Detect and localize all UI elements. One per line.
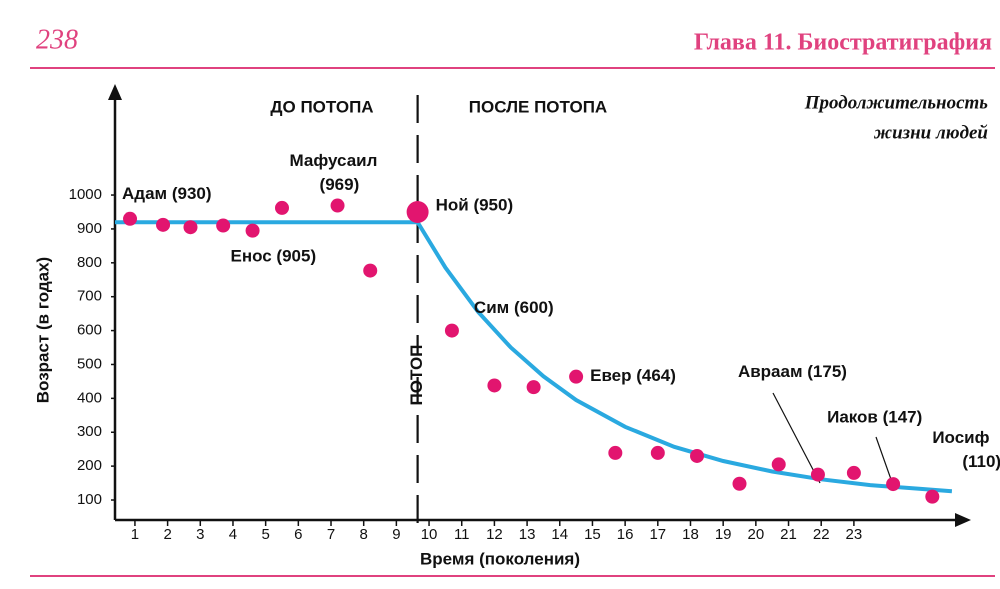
chapter-title: Глава 11. Биостратиграфия — [694, 30, 992, 56]
point — [363, 263, 378, 278]
point-label: (110) — [962, 452, 1000, 471]
point — [444, 323, 459, 338]
point — [650, 445, 665, 460]
point — [216, 218, 231, 233]
point — [156, 217, 171, 232]
x-tick-label: 6 — [294, 526, 302, 543]
y-tick-label: 400 — [77, 389, 102, 406]
pointer — [875, 436, 894, 486]
page-number: 238 — [36, 24, 78, 55]
flood-label-bg — [405, 355, 430, 377]
point-label: Мафусаил — [290, 151, 378, 170]
x-tick-label: 4 — [229, 526, 237, 543]
y-tick-label: 900 — [77, 220, 102, 237]
x-tick-label: 12 — [486, 526, 503, 543]
x-tick-label: 3 — [196, 526, 204, 543]
annotation: ПОТОП — [407, 345, 426, 406]
x-tick-label: 17 — [649, 526, 666, 543]
x-tick-label: 11 — [454, 526, 470, 543]
y-tick-label: 600 — [77, 322, 102, 339]
point-label: (969) — [320, 175, 360, 194]
point — [183, 220, 198, 235]
fit-curve — [115, 220, 953, 494]
point — [245, 223, 260, 238]
point — [925, 489, 940, 504]
x-tick-label: 23 — [846, 526, 863, 543]
x-tick-label: 8 — [360, 526, 368, 543]
point — [690, 448, 705, 463]
x-tick-label: 20 — [748, 526, 765, 543]
y-tick-label: 1000 — [69, 186, 102, 203]
y-tick-label: 700 — [77, 288, 102, 305]
x-tick-label: 10 — [421, 526, 438, 543]
x-tick-label: 15 — [584, 526, 601, 543]
point — [526, 380, 541, 395]
point-label: Иосиф — [932, 428, 989, 447]
point — [274, 200, 289, 215]
x-axis-label: Время (поколения) — [420, 549, 580, 568]
point-label: Евер (464) — [590, 366, 676, 385]
chart-title: Продолжительность — [804, 92, 989, 113]
x-arrow — [955, 513, 971, 527]
point — [771, 457, 786, 472]
x-tick-label: 14 — [551, 526, 568, 543]
annotation: ДО ПОТОПА — [270, 97, 373, 116]
point-label: Авраам (175) — [738, 362, 847, 381]
y-axis-label: Возраст (в годах) — [33, 257, 52, 403]
y-arrow — [108, 84, 122, 100]
point-label: Енос (905) — [230, 247, 316, 266]
x-tick-label: 2 — [163, 526, 171, 543]
x-tick-label: 9 — [392, 526, 400, 543]
x-tick-label: 1 — [131, 526, 139, 543]
x-tick-label: 5 — [261, 526, 269, 543]
annotation: ПОСЛЕ ПОТОПА — [469, 97, 607, 116]
y-tick-label: 300 — [77, 423, 102, 440]
chart-title: жизни людей — [873, 122, 988, 143]
point — [123, 211, 138, 226]
y-tick-label: 800 — [77, 254, 102, 271]
point-label: Адам (930) — [122, 184, 212, 203]
x-tick-label: 7 — [327, 526, 335, 543]
x-tick-label: 18 — [682, 526, 699, 543]
x-tick-label: 19 — [715, 526, 732, 543]
y-tick-label: 500 — [77, 355, 102, 372]
x-tick-label: 22 — [813, 526, 830, 543]
point — [886, 477, 901, 492]
point-label: Иаков (147) — [827, 408, 922, 427]
point — [487, 378, 502, 393]
y-tick-label: 100 — [77, 491, 102, 508]
point — [406, 200, 429, 223]
x-tick-label: 13 — [519, 526, 536, 543]
point — [732, 476, 747, 491]
point — [810, 467, 825, 482]
point — [846, 465, 861, 480]
point — [330, 198, 345, 213]
point-label: Ной (950) — [436, 195, 514, 214]
point-label: Сим (600) — [474, 298, 554, 317]
x-tick-label: 16 — [617, 526, 634, 543]
y-tick-label: 200 — [77, 457, 102, 474]
x-tick-label: 21 — [780, 526, 797, 543]
pointer — [772, 392, 821, 484]
point — [608, 445, 623, 460]
point — [569, 369, 584, 384]
